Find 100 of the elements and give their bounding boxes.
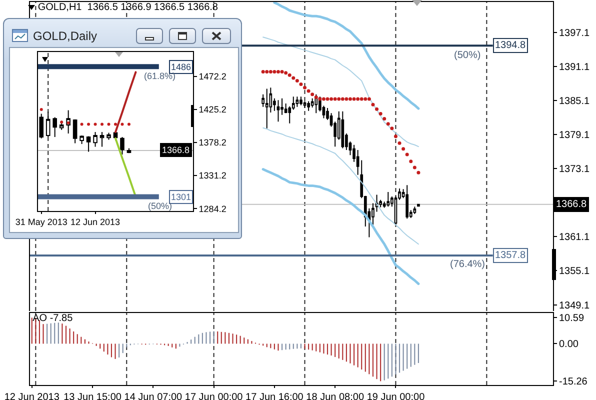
x-tick-label: 18 Jun 08:00 bbox=[306, 392, 364, 400]
point bbox=[371, 102, 375, 106]
point bbox=[318, 97, 322, 101]
point bbox=[114, 122, 117, 126]
point bbox=[288, 73, 292, 77]
point bbox=[60, 120, 64, 124]
point bbox=[276, 70, 280, 74]
point bbox=[348, 97, 352, 101]
point bbox=[405, 152, 409, 156]
candlestick bbox=[341, 110, 344, 149]
point bbox=[352, 97, 356, 101]
x-tick-label: 12 Jun 2013 bbox=[4, 392, 60, 400]
ref-line-label: 1366.8 bbox=[556, 199, 588, 210]
point bbox=[340, 97, 344, 101]
point bbox=[66, 121, 70, 124]
point bbox=[382, 117, 386, 121]
candlestick bbox=[126, 148, 132, 154]
point bbox=[356, 97, 360, 101]
point bbox=[375, 107, 379, 111]
candlestick bbox=[296, 96, 299, 108]
chart-title: GOLD,Daily bbox=[33, 29, 98, 44]
annotation: (50%) bbox=[148, 201, 172, 211]
candlestick bbox=[59, 120, 64, 130]
x-tick-label: 17 Jun 16:00 bbox=[246, 392, 304, 400]
y-tick-label: 1425.2 bbox=[198, 104, 226, 115]
y-tick-label: 10.59 bbox=[559, 313, 584, 324]
x-tick-label: 19 Jun 00:00 bbox=[366, 392, 426, 400]
ref-line-label: 1486 bbox=[171, 62, 192, 72]
point bbox=[299, 82, 303, 86]
y-tick-label: 1349.1 bbox=[559, 300, 590, 312]
point bbox=[272, 70, 276, 74]
candlestick bbox=[300, 96, 302, 106]
x-tick-label: 14 Jun 07:00 bbox=[124, 392, 183, 400]
candlestick bbox=[307, 100, 310, 112]
point bbox=[107, 122, 110, 126]
y-tick-label: 1361.1 bbox=[559, 232, 590, 244]
y-tick-label: 1379.1 bbox=[559, 130, 590, 142]
point bbox=[314, 96, 318, 99]
y-tick-label: 0.00 bbox=[559, 339, 579, 350]
candlestick bbox=[386, 191, 390, 208]
point bbox=[378, 112, 382, 116]
point bbox=[265, 70, 269, 74]
line-series bbox=[262, 36, 419, 148]
point bbox=[416, 170, 420, 174]
candlestick bbox=[46, 111, 50, 138]
point bbox=[268, 70, 272, 74]
candlestick bbox=[406, 184, 409, 220]
point bbox=[360, 97, 364, 101]
y-tick-label: 1378.2 bbox=[198, 138, 226, 148]
point bbox=[127, 122, 130, 126]
candlestick bbox=[106, 132, 111, 140]
point bbox=[40, 108, 43, 111]
line-series bbox=[273, 2, 420, 110]
y-tick-label: 1391.1 bbox=[559, 62, 590, 74]
point bbox=[386, 122, 390, 126]
candlestick bbox=[100, 132, 104, 148]
candlestick bbox=[120, 136, 124, 156]
y-tick-label: 1385.1 bbox=[559, 96, 590, 108]
y-tick-label: 1397.1 bbox=[559, 28, 590, 40]
line-series bbox=[114, 71, 137, 134]
point bbox=[412, 166, 416, 170]
candlestick bbox=[86, 136, 91, 152]
point bbox=[364, 97, 368, 101]
point bbox=[390, 126, 394, 130]
candlestick bbox=[413, 206, 416, 215]
y-tick-label: 1284.2 bbox=[198, 204, 226, 214]
chart-title: GOLD,H1 1366.5 1366.9 1366.5 1366.8 bbox=[38, 2, 218, 13]
annotation: (76.4%) bbox=[450, 259, 486, 270]
point bbox=[261, 70, 265, 74]
point bbox=[94, 122, 97, 126]
annotation: (61.8%) bbox=[144, 71, 176, 81]
x-tick-label: 12 Jun 2013 bbox=[70, 216, 120, 227]
point bbox=[284, 71, 288, 75]
point bbox=[100, 122, 104, 126]
x-tick-label: 17 Jun 00:00 bbox=[184, 392, 244, 400]
x-tick-label: 13 Jun 15:00 bbox=[64, 392, 122, 400]
point bbox=[322, 97, 326, 101]
candlestick bbox=[52, 116, 57, 138]
candlestick bbox=[265, 88, 268, 129]
candlestick bbox=[93, 132, 98, 148]
point bbox=[337, 97, 341, 101]
line-series bbox=[262, 168, 420, 286]
y-tick-label: 1331.2 bbox=[198, 170, 226, 181]
candlestick bbox=[379, 199, 382, 208]
ref-line-label: 1301 bbox=[171, 192, 192, 202]
point bbox=[326, 97, 330, 101]
ref-line-label: 1366.8 bbox=[162, 145, 190, 155]
point bbox=[310, 92, 314, 96]
candlestick bbox=[80, 135, 84, 144]
point bbox=[306, 89, 310, 93]
ref-line-label: 1394.8 bbox=[495, 40, 526, 51]
candlestick bbox=[72, 118, 78, 144]
point bbox=[333, 97, 337, 101]
point bbox=[330, 97, 334, 101]
point bbox=[292, 76, 296, 80]
candlestick bbox=[276, 100, 280, 122]
chart-title: AO -7.85 bbox=[32, 313, 74, 324]
y-tick-label: 1373.1 bbox=[559, 164, 590, 176]
y-tick-label: 1472.2 bbox=[198, 71, 226, 82]
y-tick-label: -15.26 bbox=[559, 376, 588, 388]
